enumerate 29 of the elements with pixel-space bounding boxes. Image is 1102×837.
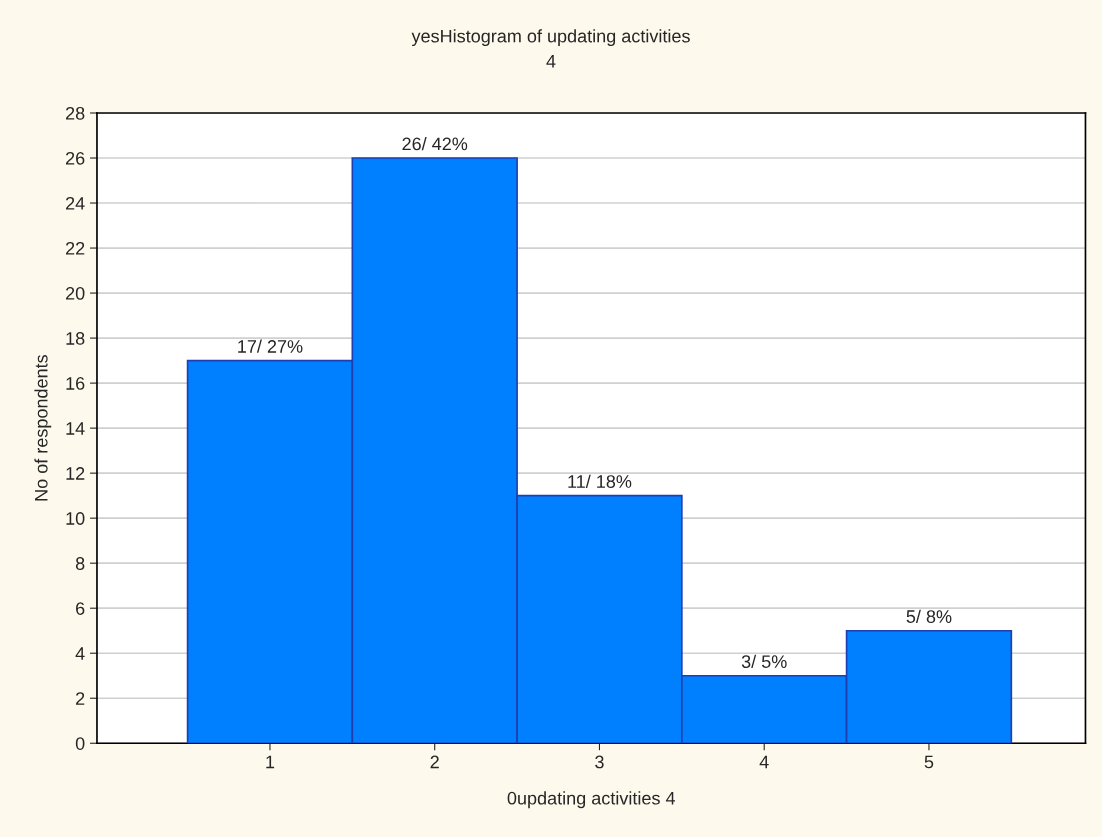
- chart-subtitle: 4: [546, 55, 556, 68]
- x-tick-label: 4: [759, 755, 769, 769]
- y-tick-label: 20: [66, 287, 85, 300]
- y-tick-label: 26: [66, 151, 85, 165]
- x-tick-label: 2: [430, 755, 439, 769]
- y-tick-label: 4: [75, 647, 85, 660]
- data-label: 5/ 8%: [906, 609, 952, 623]
- y-tick-label: 12: [66, 467, 85, 480]
- x-tick-label: 3: [595, 755, 604, 769]
- y-tick-label: 8: [75, 557, 85, 570]
- x-tick-label: 5: [924, 755, 934, 769]
- y-tick-label: 10: [66, 512, 85, 525]
- y-tick-label: 24: [66, 196, 85, 210]
- y-tick-label: 16: [66, 377, 85, 390]
- data-label: 3/ 5%: [741, 654, 787, 668]
- y-axis-title: No of respondents: [34, 355, 52, 501]
- y-tick-label: 0: [75, 737, 85, 750]
- x-axis-title: 0updating activities 4: [507, 791, 676, 809]
- y-tick-label: 2: [76, 692, 85, 705]
- x-tick-label: 1: [266, 755, 275, 769]
- data-label: 17/ 27%: [238, 339, 303, 353]
- data-label: 26/ 42%: [402, 137, 468, 151]
- y-tick-label: 28: [66, 106, 85, 120]
- y-tick-label: 18: [66, 332, 85, 345]
- y-tick-label: 6: [76, 602, 85, 615]
- y-tick-label: 22: [66, 241, 85, 255]
- chart-title: yesHistogram of updating activities: [411, 29, 690, 47]
- y-tick-label: 14: [66, 422, 85, 435]
- data-label: 11/ 18%: [568, 474, 632, 488]
